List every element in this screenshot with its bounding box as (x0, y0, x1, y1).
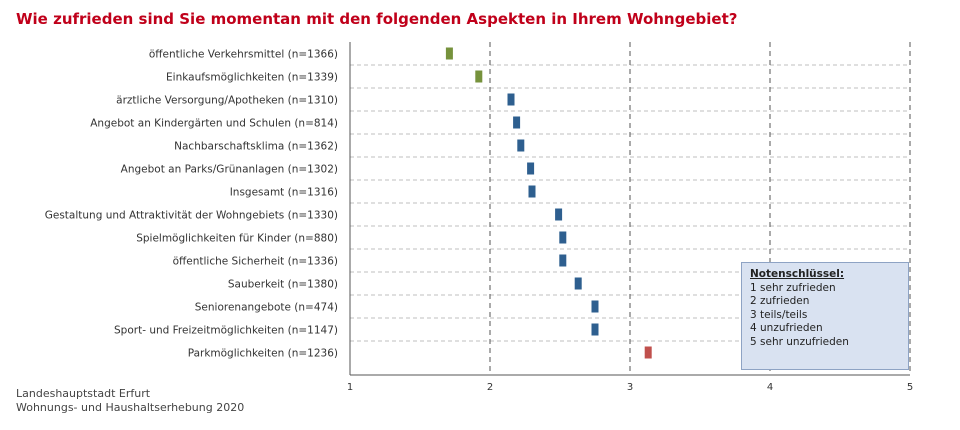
category-label: Parkmöglichkeiten (n=1236) (188, 348, 338, 360)
data-marker (475, 70, 483, 83)
legend-box: Notenschlüssel: 1 sehr zufrieden 2 zufri… (741, 262, 909, 370)
category-label: Insgesamt (n=1316) (230, 187, 338, 199)
data-marker (555, 208, 563, 221)
data-marker (513, 116, 521, 129)
category-label: Einkaufsmöglichkeiten (n=1339) (166, 72, 338, 84)
data-marker (507, 93, 515, 106)
source-line-2: Wohnungs- und Haushaltserhebung 2020 (16, 401, 245, 414)
data-marker (528, 185, 536, 198)
category-label: Sport- und Freizeitmöglichkeiten (n=1147… (114, 325, 338, 337)
source-note: Landeshauptstadt Erfurt Wohnungs- und Ha… (16, 387, 244, 415)
source-line-1: Landeshauptstadt Erfurt (16, 387, 151, 400)
data-marker (445, 47, 453, 60)
legend-item: 3 teils/teils (750, 308, 808, 321)
data-markers (445, 47, 652, 359)
grid-layer (349, 42, 911, 376)
legend-title: Notenschlüssel: (750, 268, 845, 280)
data-marker (591, 323, 599, 336)
category-label: ärztliche Versorgung/Apotheken (n=1310) (116, 95, 338, 107)
x-tick-labels: 1 2 3 4 5 (347, 382, 913, 393)
category-label: öffentliche Sicherheit (n=1336) (173, 256, 338, 268)
category-labels: öffentliche Verkehrsmittel (n=1366) Einka… (45, 49, 338, 360)
data-marker (517, 139, 525, 152)
legend-item: 1 sehr zufrieden (750, 281, 836, 294)
legend-item: 5 sehr unzufrieden (750, 335, 849, 348)
category-label: Spielmöglichkeiten für Kinder (n=880) (136, 233, 338, 245)
x-tick-label: 3 (627, 382, 633, 393)
data-marker (574, 277, 582, 290)
category-label: Sauberkeit (n=1380) (228, 279, 338, 291)
x-tick-label: 5 (907, 382, 913, 393)
category-label: Gestaltung und Attraktivität der Wohngeb… (45, 210, 338, 222)
category-label: Angebot an Kindergärten und Schulen (n=8… (90, 118, 338, 130)
category-label: öffentliche Verkehrsmittel (n=1366) (149, 49, 338, 61)
category-label: Angebot an Parks/Grünanlagen (n=1302) (121, 164, 338, 176)
category-label: Nachbarschaftsklima (n=1362) (174, 141, 338, 153)
x-tick-label: 2 (487, 382, 493, 393)
chart-title: Wie zufrieden sind Sie momentan mit den … (16, 10, 738, 28)
data-marker (527, 162, 535, 175)
data-marker (559, 231, 567, 244)
data-marker (591, 300, 599, 313)
legend-item: 2 zufrieden (750, 295, 810, 307)
category-label: Seniorenangebote (n=474) (195, 302, 338, 314)
x-tick-label: 1 (347, 382, 353, 393)
data-marker (559, 254, 567, 267)
data-marker (644, 346, 652, 359)
x-tick-label: 4 (767, 382, 773, 393)
legend-item: 4 unzufrieden (750, 322, 823, 334)
